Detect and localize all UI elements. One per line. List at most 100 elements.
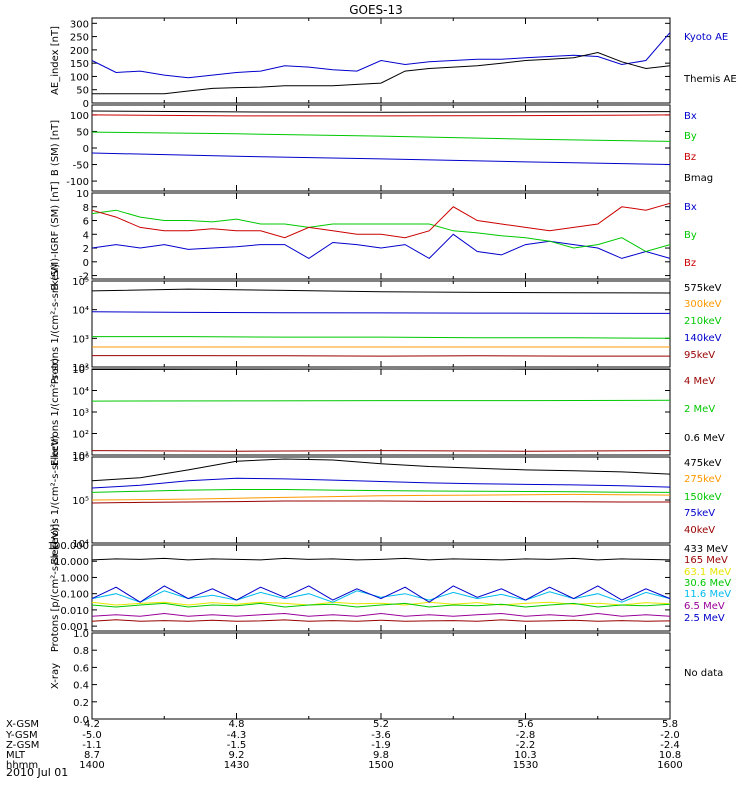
- y-tick-label: 100: [70, 111, 89, 122]
- y-tick-label: 0.010: [60, 606, 89, 617]
- series-line-95kev: [92, 355, 670, 357]
- y-tick-label: 150: [70, 59, 89, 70]
- y-axis-label: X-ray: [50, 663, 61, 689]
- series-line-63.1-mev: [91, 601, 671, 606]
- legend-entry: 0.6 MeV: [684, 433, 725, 444]
- x-axis-row-label: hhmm: [6, 760, 38, 771]
- series-line-kyoto-ae: [91, 32, 671, 79]
- x-axis-value: -2.8: [516, 730, 536, 741]
- legend-entry: 575keV: [684, 283, 722, 294]
- series-line-433-mev: [91, 557, 671, 561]
- y-tick-label: 10²: [72, 363, 89, 374]
- y-tick-label: -2: [79, 272, 89, 283]
- x-axis-value: -1.5: [227, 740, 247, 751]
- y-tick-label: 0.0: [73, 715, 89, 726]
- y-axis-label: Electrons 1/(cm²-s-sr): [50, 358, 61, 466]
- x-axis-value: 4.2: [84, 719, 100, 730]
- panel-frame: [91, 192, 671, 280]
- y-axis-label: Protons [p/(cm²-s-sr-keV)]: [50, 524, 61, 652]
- x-axis-value: -1.9: [371, 740, 391, 751]
- x-axis-value: 5.2: [373, 719, 389, 730]
- y-tick-label: 0.001: [60, 622, 89, 633]
- series-line-2-mev: [91, 399, 671, 402]
- legend-entry: 75keV: [684, 508, 715, 519]
- x-axis-value: 1530: [513, 760, 538, 771]
- y-tick-label: 8: [83, 203, 89, 214]
- legend-entry: Bx: [684, 202, 697, 213]
- x-axis-row-label: X-GSM: [6, 719, 39, 730]
- x-axis-value: 1500: [368, 760, 393, 771]
- y-tick-label: 10⁵: [72, 496, 89, 507]
- x-axis-value: 1600: [657, 760, 682, 771]
- x-axis-row-label: Y-GSM: [5, 730, 38, 741]
- y-tick-label: 10⁴: [72, 539, 89, 550]
- series-line-11.6-mev: [91, 590, 671, 603]
- series-line-40kev: [91, 500, 670, 504]
- series-line-by: [91, 131, 671, 142]
- x-axis-value: -2.2: [516, 740, 536, 751]
- y-tick-label: 300: [70, 19, 89, 30]
- x-axis-value: 5.6: [518, 719, 534, 730]
- y-tick-label: 10.000: [54, 557, 89, 568]
- series-line-30.6-mev: [91, 602, 671, 608]
- panel-protons_high: 0.001 0.010 0.100 1.000 10.000 100.000Protons…: [48, 524, 732, 652]
- y-tick-label: 50: [76, 127, 89, 138]
- series-line-165-mev: [91, 619, 671, 622]
- legend-entry: 140keV: [684, 333, 722, 344]
- legend-entry: Kyoto AE: [684, 32, 728, 43]
- legend-entry: 300keV: [684, 299, 722, 310]
- legend-entry: Themis AE: [683, 74, 737, 85]
- y-axis-label: AE_index [nT]: [50, 26, 61, 95]
- y-axis-label: Protons 1/(cm²-s-sr-keV): [50, 264, 61, 385]
- y-tick-label: 10⁵: [72, 365, 89, 376]
- x-axis-value: -1.1: [82, 740, 102, 751]
- y-axis-label: B (SM) [nT]: [50, 120, 61, 176]
- series-line-by: [91, 209, 671, 253]
- series-line-150kev: [91, 489, 671, 493]
- legend-entry: 165 MeV: [684, 555, 728, 566]
- x-axis-row-label: MLT: [6, 750, 26, 761]
- legend-entry: By: [684, 131, 697, 142]
- legend-entry: 95keV: [684, 350, 715, 361]
- panel-ae: 0 50 100 150 200 250 300 AE_index [nT] Kyoto AE T…: [50, 17, 737, 110]
- panel-electrons_high: 10¹ 10² 10³ 10⁴ 10⁵ Electrons 1/(cm²-s-sr) 4 M…: [50, 358, 725, 466]
- series-line-6.5-mev: [91, 612, 671, 617]
- legend-entry: 63.1 MeV: [684, 567, 731, 578]
- x-axis-row-label: Z-GSM: [6, 740, 39, 751]
- y-tick-label: 1.000: [60, 573, 89, 584]
- y-tick-label: 10⁶: [72, 453, 89, 464]
- y-axis-label: Electrons 1/(cm²-s-sr-keV): [50, 435, 61, 564]
- y-tick-label: -50: [73, 161, 89, 172]
- series-line-475kev: [91, 458, 671, 482]
- legend-entry: 150keV: [684, 492, 722, 503]
- legend-entry: 40keV: [684, 525, 715, 536]
- panel-bdiff: -2 0 2 4 6 8 10 B (SM)-IGRF (SM) [nT] Bx By Bz: [50, 181, 697, 290]
- series-line-themis-ae: [92, 51, 671, 95]
- y-tick-label: 250: [70, 33, 89, 44]
- series-line-140kev: [91, 311, 671, 314]
- series-line-2.5-mev: [91, 585, 671, 603]
- plot-title: GOES-13: [349, 3, 403, 17]
- y-tick-label: 100.000: [48, 541, 89, 552]
- legend-entry: By: [684, 230, 697, 241]
- legend-entry: 475keV: [684, 458, 722, 469]
- panel-xray: 0.0 0.2 0.4 0.6 0.8 1.0 X-ray No data: [50, 629, 723, 726]
- y-tick-label: 4: [83, 230, 89, 241]
- y-tick-label: 100: [70, 72, 89, 83]
- series-line-bx: [91, 152, 671, 165]
- x-axis-value: 8.7: [84, 750, 100, 761]
- y-tick-label: 50: [76, 86, 89, 97]
- y-tick-label: 0: [83, 99, 89, 110]
- legend-entry: 30.6 MeV: [684, 578, 731, 589]
- series-line-75kev: [91, 477, 671, 489]
- series-line-bz: [91, 114, 671, 117]
- y-tick-label: 6: [83, 217, 89, 228]
- y-tick-label: 10⁴: [72, 387, 89, 398]
- legend-entry: 433 MeV: [684, 544, 728, 555]
- y-tick-label: 10: [76, 189, 89, 200]
- y-tick-label: 10⁵: [72, 277, 89, 288]
- y-tick-label: 0.6: [73, 663, 89, 674]
- y-tick-label: 0.8: [73, 646, 89, 657]
